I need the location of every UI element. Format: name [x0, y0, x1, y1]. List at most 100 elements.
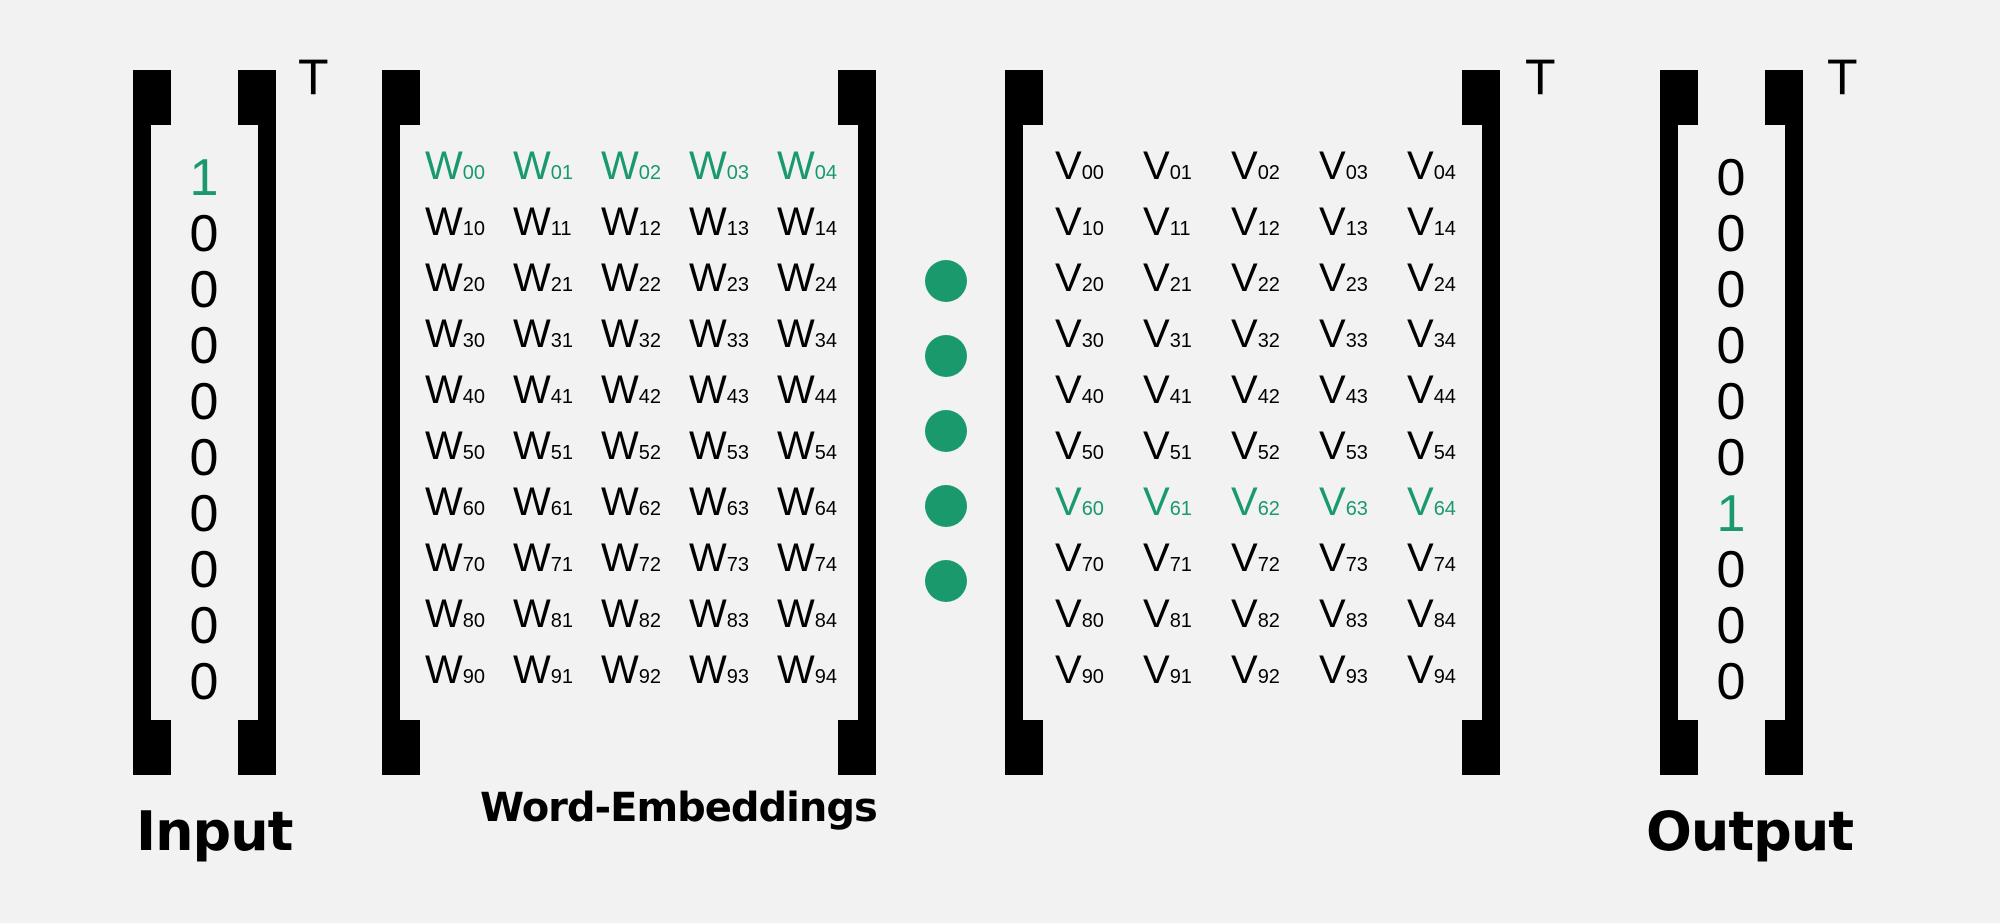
context-subscript: 94 — [1433, 665, 1456, 688]
context-subscript: 90 — [1081, 665, 1104, 688]
input-value: 0 — [189, 373, 219, 431]
context-cell: V43 — [1319, 362, 1407, 425]
context-symbol: V — [1055, 647, 1082, 692]
context-subscript: 50 — [1081, 441, 1104, 464]
embedding-cell: W81 — [513, 586, 601, 649]
embedding-cell: W02 — [601, 138, 689, 201]
embedding-cell: W52 — [601, 418, 689, 481]
context-cell: V42 — [1231, 362, 1319, 425]
context-cell: V54 — [1407, 418, 1495, 481]
input-value: 0 — [189, 317, 219, 375]
embedding-subscript: 91 — [550, 665, 574, 688]
context-subscript: 61 — [1169, 497, 1192, 520]
embedding-subscript: 51 — [550, 441, 574, 464]
embedding-row: W90 W91 W92 W93 W94 — [425, 645, 865, 701]
context-cell: V51 — [1143, 418, 1231, 481]
embedding-row: W50 W51 W52 W53 W54 — [425, 421, 865, 477]
context-subscript: 13 — [1345, 217, 1368, 240]
embedding-subscript: 83 — [726, 609, 750, 632]
context-symbol: V — [1407, 311, 1434, 356]
context-symbol: V — [1143, 143, 1170, 188]
embedding-cell: W40 — [425, 362, 513, 425]
embedding-symbol: W — [425, 479, 463, 524]
context-cell: V23 — [1319, 250, 1407, 313]
context-cell: V03 — [1319, 138, 1407, 201]
context-cell: V84 — [1407, 586, 1495, 649]
embedding-row: W70 W71 W72 W73 W74 — [425, 533, 865, 589]
context-subscript: 72 — [1257, 553, 1280, 576]
embedding-cell: W63 — [689, 474, 777, 537]
embedding-subscript: 53 — [726, 441, 750, 464]
context-symbol: V — [1055, 535, 1082, 580]
context-symbol: V — [1231, 255, 1258, 300]
context-subscript: 83 — [1345, 609, 1368, 632]
context-symbol: V — [1231, 199, 1258, 244]
embedding-cell: W33 — [689, 306, 777, 369]
embedding-subscript: 41 — [550, 385, 574, 408]
context-cell: V00 — [1055, 138, 1143, 201]
context-symbol: V — [1143, 423, 1170, 468]
operator-dot — [925, 410, 967, 452]
context-symbol: V — [1055, 367, 1082, 412]
input-value: 0 — [189, 205, 219, 263]
operator-dot — [925, 485, 967, 527]
embedding-symbol: W — [513, 479, 551, 524]
embedding-symbol: W — [689, 647, 727, 692]
embedding-subscript: 44 — [814, 385, 838, 408]
embedding-symbol: W — [513, 255, 551, 300]
context-subscript: 22 — [1257, 273, 1280, 296]
embedding-subscript: 04 — [814, 161, 838, 184]
context-cell: V50 — [1055, 418, 1143, 481]
embedding-subscript: 24 — [814, 273, 838, 296]
embedding-cell: W32 — [601, 306, 689, 369]
embedding-symbol: W — [689, 423, 727, 468]
context-subscript: 34 — [1433, 329, 1456, 352]
context-symbol: V — [1319, 479, 1346, 524]
embedding-cell: W42 — [601, 362, 689, 425]
context-symbol: V — [1143, 535, 1170, 580]
operator-dot — [925, 260, 967, 302]
context-cell: V91 — [1143, 642, 1231, 705]
embedding-subscript: 10 — [462, 217, 486, 240]
embedding-cell: W14 — [777, 194, 865, 257]
context-symbol: V — [1407, 591, 1434, 636]
input-value: 0 — [189, 261, 219, 319]
embedding-cell: W21 — [513, 250, 601, 313]
embedding-cell: W41 — [513, 362, 601, 425]
embedding-symbol: W — [601, 199, 639, 244]
context-symbol: V — [1231, 311, 1258, 356]
context-matrix: V00 V01 V02 V03 V04 V10 V11 V12 V13 V14 V20 V21 V22 V… — [1055, 141, 1495, 701]
embedding-symbol: W — [601, 367, 639, 412]
context-symbol: V — [1319, 367, 1346, 412]
context-row: V40 V41 V42 V43 V44 — [1055, 365, 1495, 421]
output-value: 0 — [1716, 429, 1746, 487]
context-symbol: V — [1407, 255, 1434, 300]
embedding-symbol: W — [425, 423, 463, 468]
context-cell: V63 — [1319, 474, 1407, 537]
embedding-subscript: 00 — [462, 161, 486, 184]
embedding-cell: W92 — [601, 642, 689, 705]
context-symbol: V — [1143, 311, 1170, 356]
embedding-subscript: 34 — [814, 329, 838, 352]
context-cell: V53 — [1319, 418, 1407, 481]
embedding-subscript: 40 — [462, 385, 486, 408]
context-cell: V22 — [1231, 250, 1319, 313]
input-value: 0 — [189, 541, 219, 599]
embedding-subscript: 31 — [550, 329, 574, 352]
context-symbol: V — [1143, 255, 1170, 300]
context-cell: V90 — [1055, 642, 1143, 705]
context-symbol: V — [1143, 479, 1170, 524]
embedding-subscript: 30 — [462, 329, 486, 352]
embedding-symbol: W — [777, 255, 815, 300]
context-symbol: V — [1319, 591, 1346, 636]
context-cell: V04 — [1407, 138, 1495, 201]
embedding-cell: W80 — [425, 586, 513, 649]
embedding-symbol: W — [689, 535, 727, 580]
embedding-symbol: W — [601, 423, 639, 468]
embedding-right-bracket — [816, 70, 876, 775]
embedding-symbol: W — [601, 535, 639, 580]
context-subscript: 60 — [1081, 497, 1104, 520]
input-transpose: T — [298, 49, 329, 105]
context-row: V80 V81 V82 V83 V84 — [1055, 589, 1495, 645]
embedding-subscript: 50 — [462, 441, 486, 464]
